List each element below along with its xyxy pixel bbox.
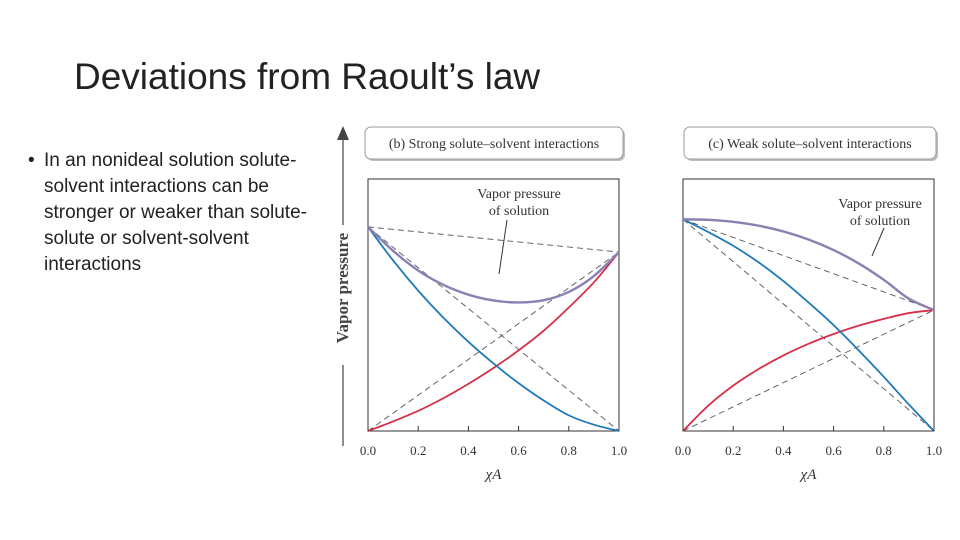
component-a-pressure-curve [682, 309, 935, 432]
ideal-raoult-line [682, 218, 935, 432]
x-tick-label: 0.2 [410, 443, 426, 458]
panel-title: (b) Strong solute–solvent interactions [389, 137, 599, 152]
x-tick-label: 0.8 [876, 443, 892, 458]
ideal-raoult-line [367, 251, 620, 432]
component-b-pressure-curve [367, 226, 620, 432]
slide-title: Deviations from Raoult’s law [74, 56, 541, 97]
plot-frame [682, 178, 935, 432]
y-axis-arrow-icon [337, 126, 349, 140]
ideal-raoult-line [682, 309, 935, 432]
x-tick-label: 1.0 [611, 443, 627, 458]
annotation-label: of solution [489, 204, 549, 219]
x-tick-label: 0.0 [675, 443, 691, 458]
panel-title-box [683, 126, 937, 160]
panel-strong-interactions: (b) Strong solute–solvent interactions Va… [360, 126, 627, 483]
bullet-item: • In an nonideal solution solute-solvent… [28, 148, 328, 278]
ideal-raoult-line [367, 226, 620, 432]
solution-pressure-curve [682, 218, 935, 312]
component-a-pressure-curve [367, 251, 620, 432]
x-tick-label: 0.6 [825, 443, 842, 458]
plot-frame [367, 178, 620, 432]
x-tick-label: 1.0 [926, 443, 942, 458]
x-axis-label: χA [799, 467, 818, 483]
y-axis-label: Vapor pressure [333, 232, 352, 343]
annotation-leader-line [871, 227, 885, 257]
x-tick-label: 0.2 [725, 443, 741, 458]
x-axis-label: χA [484, 467, 503, 483]
annotation-label: Vapor pressure [838, 197, 922, 212]
annotation-label: Vapor pressure [477, 187, 561, 202]
x-tick-label: 0.6 [510, 443, 527, 458]
component-b-pressure-curve [682, 218, 935, 432]
x-tick-label: 0.8 [561, 443, 577, 458]
panel-title-box [364, 126, 624, 160]
solution-pressure-curve [367, 226, 620, 304]
x-tick-label: 0.0 [360, 443, 376, 458]
panel-title: (c) Weak solute–solvent interactions [708, 137, 912, 152]
bullet-text: In an nonideal solution solute-solvent i… [44, 150, 307, 275]
annotation-label: of solution [850, 214, 910, 229]
x-tick-label: 0.4 [775, 443, 792, 458]
bullet-dot: • [28, 150, 35, 171]
ideal-raoult-line [682, 218, 935, 311]
annotation-leader-line [498, 219, 508, 275]
bullet-list: • In an nonideal solution solute-solvent… [28, 148, 328, 278]
x-tick-label: 0.4 [460, 443, 477, 458]
ideal-raoult-line [367, 226, 620, 253]
shared-y-axis: Vapor pressure [333, 126, 352, 446]
panel-weak-interactions: (c) Weak solute–solvent interactions Vapo… [675, 126, 942, 483]
